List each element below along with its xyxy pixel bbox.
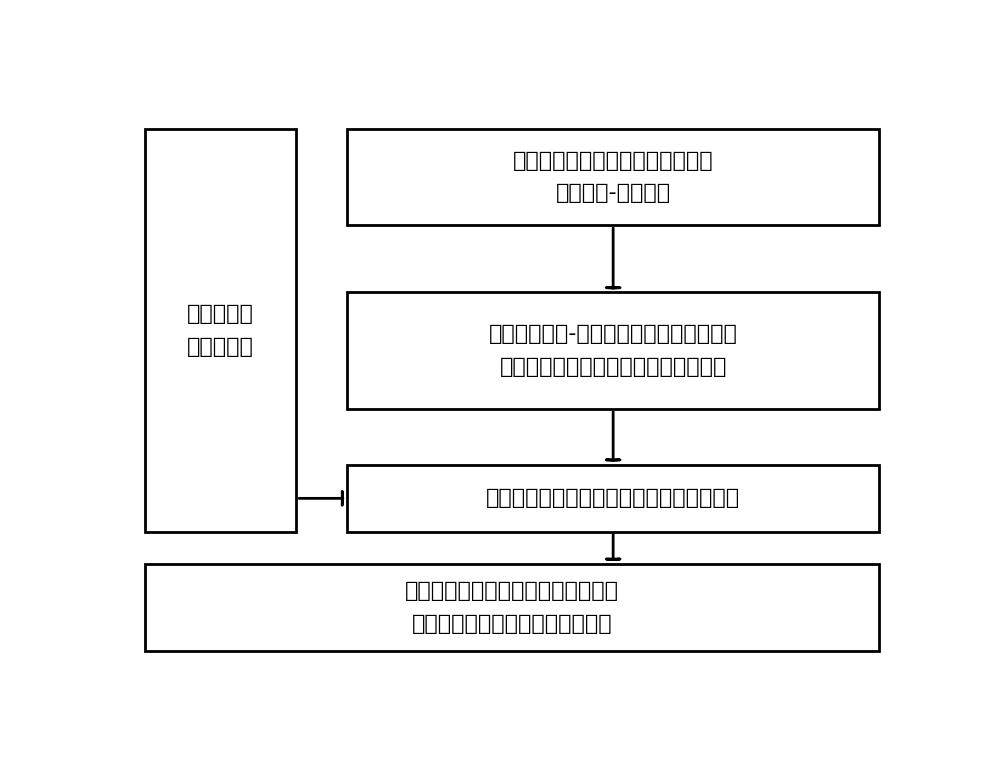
FancyBboxPatch shape: [144, 129, 297, 531]
FancyBboxPatch shape: [347, 465, 879, 531]
Text: 初始化设置
参考特征量: 初始化设置 参考特征量: [187, 304, 254, 357]
Text: 获取动态电阻-行程曲线在分闸过程弧触头
接触阶段包围的面积作为待诊断特征量: 获取动态电阻-行程曲线在分闸过程弧触头 接触阶段包围的面积作为待诊断特征量: [488, 324, 736, 377]
FancyBboxPatch shape: [347, 129, 879, 225]
Text: 根据比较结果对高压断路器弧触头的
故障状态进行诊断并输出诊断结果: 根据比较结果对高压断路器弧触头的 故障状态进行诊断并输出诊断结果: [405, 581, 618, 634]
Text: 获取待诊断的高压断路器弧触头的
动态电阻-行程曲线: 获取待诊断的高压断路器弧触头的 动态电阻-行程曲线: [512, 151, 712, 203]
FancyBboxPatch shape: [347, 293, 879, 409]
Text: 将待诊断特征量和预设参考特征量进行比较: 将待诊断特征量和预设参考特征量进行比较: [486, 488, 739, 508]
FancyBboxPatch shape: [144, 564, 879, 651]
